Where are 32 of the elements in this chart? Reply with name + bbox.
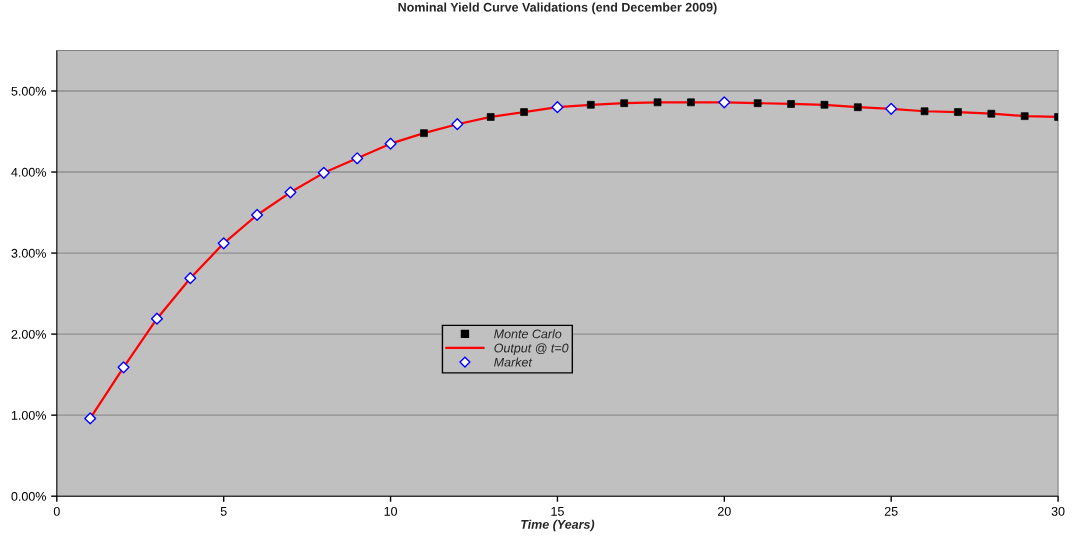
legend-label: Market <box>494 357 533 367</box>
y-tick-label: 0.00% <box>11 491 46 501</box>
y-tick-label: 1.00% <box>11 410 46 420</box>
point <box>117 361 130 374</box>
point <box>351 152 364 165</box>
x-tick-label: 15 <box>551 507 564 516</box>
point <box>718 96 731 109</box>
chart-title: Nominal Yield Curve Validations (end December 2009) <box>398 2 717 15</box>
point <box>317 166 330 179</box>
x-tick-label: 5 <box>220 507 227 516</box>
point <box>84 412 97 425</box>
point <box>184 272 197 285</box>
point <box>217 237 230 250</box>
x-tick-label: 25 <box>884 506 898 516</box>
x-tick-label: 20 <box>717 506 731 516</box>
point <box>551 101 564 114</box>
y-tick-label: 3.00% <box>11 248 46 258</box>
point <box>384 137 397 150</box>
point <box>885 102 898 115</box>
y-tick-label: 2.00% <box>11 329 46 339</box>
x-tick-label: 0 <box>53 506 60 516</box>
y-tick-label: 5.00% <box>11 86 46 96</box>
y-tick-label: 4.00% <box>11 167 46 177</box>
legend-label: Output @ t=0 <box>494 343 569 355</box>
legend-label: Monte Carlo <box>494 329 562 339</box>
point <box>250 208 264 222</box>
x-tick-label: 10 <box>384 506 398 516</box>
x-axis-title: Time (Years) <box>521 519 595 532</box>
point <box>451 118 464 131</box>
point <box>284 186 297 199</box>
point <box>150 312 164 325</box>
x-tick-label: 30 <box>1051 506 1065 516</box>
